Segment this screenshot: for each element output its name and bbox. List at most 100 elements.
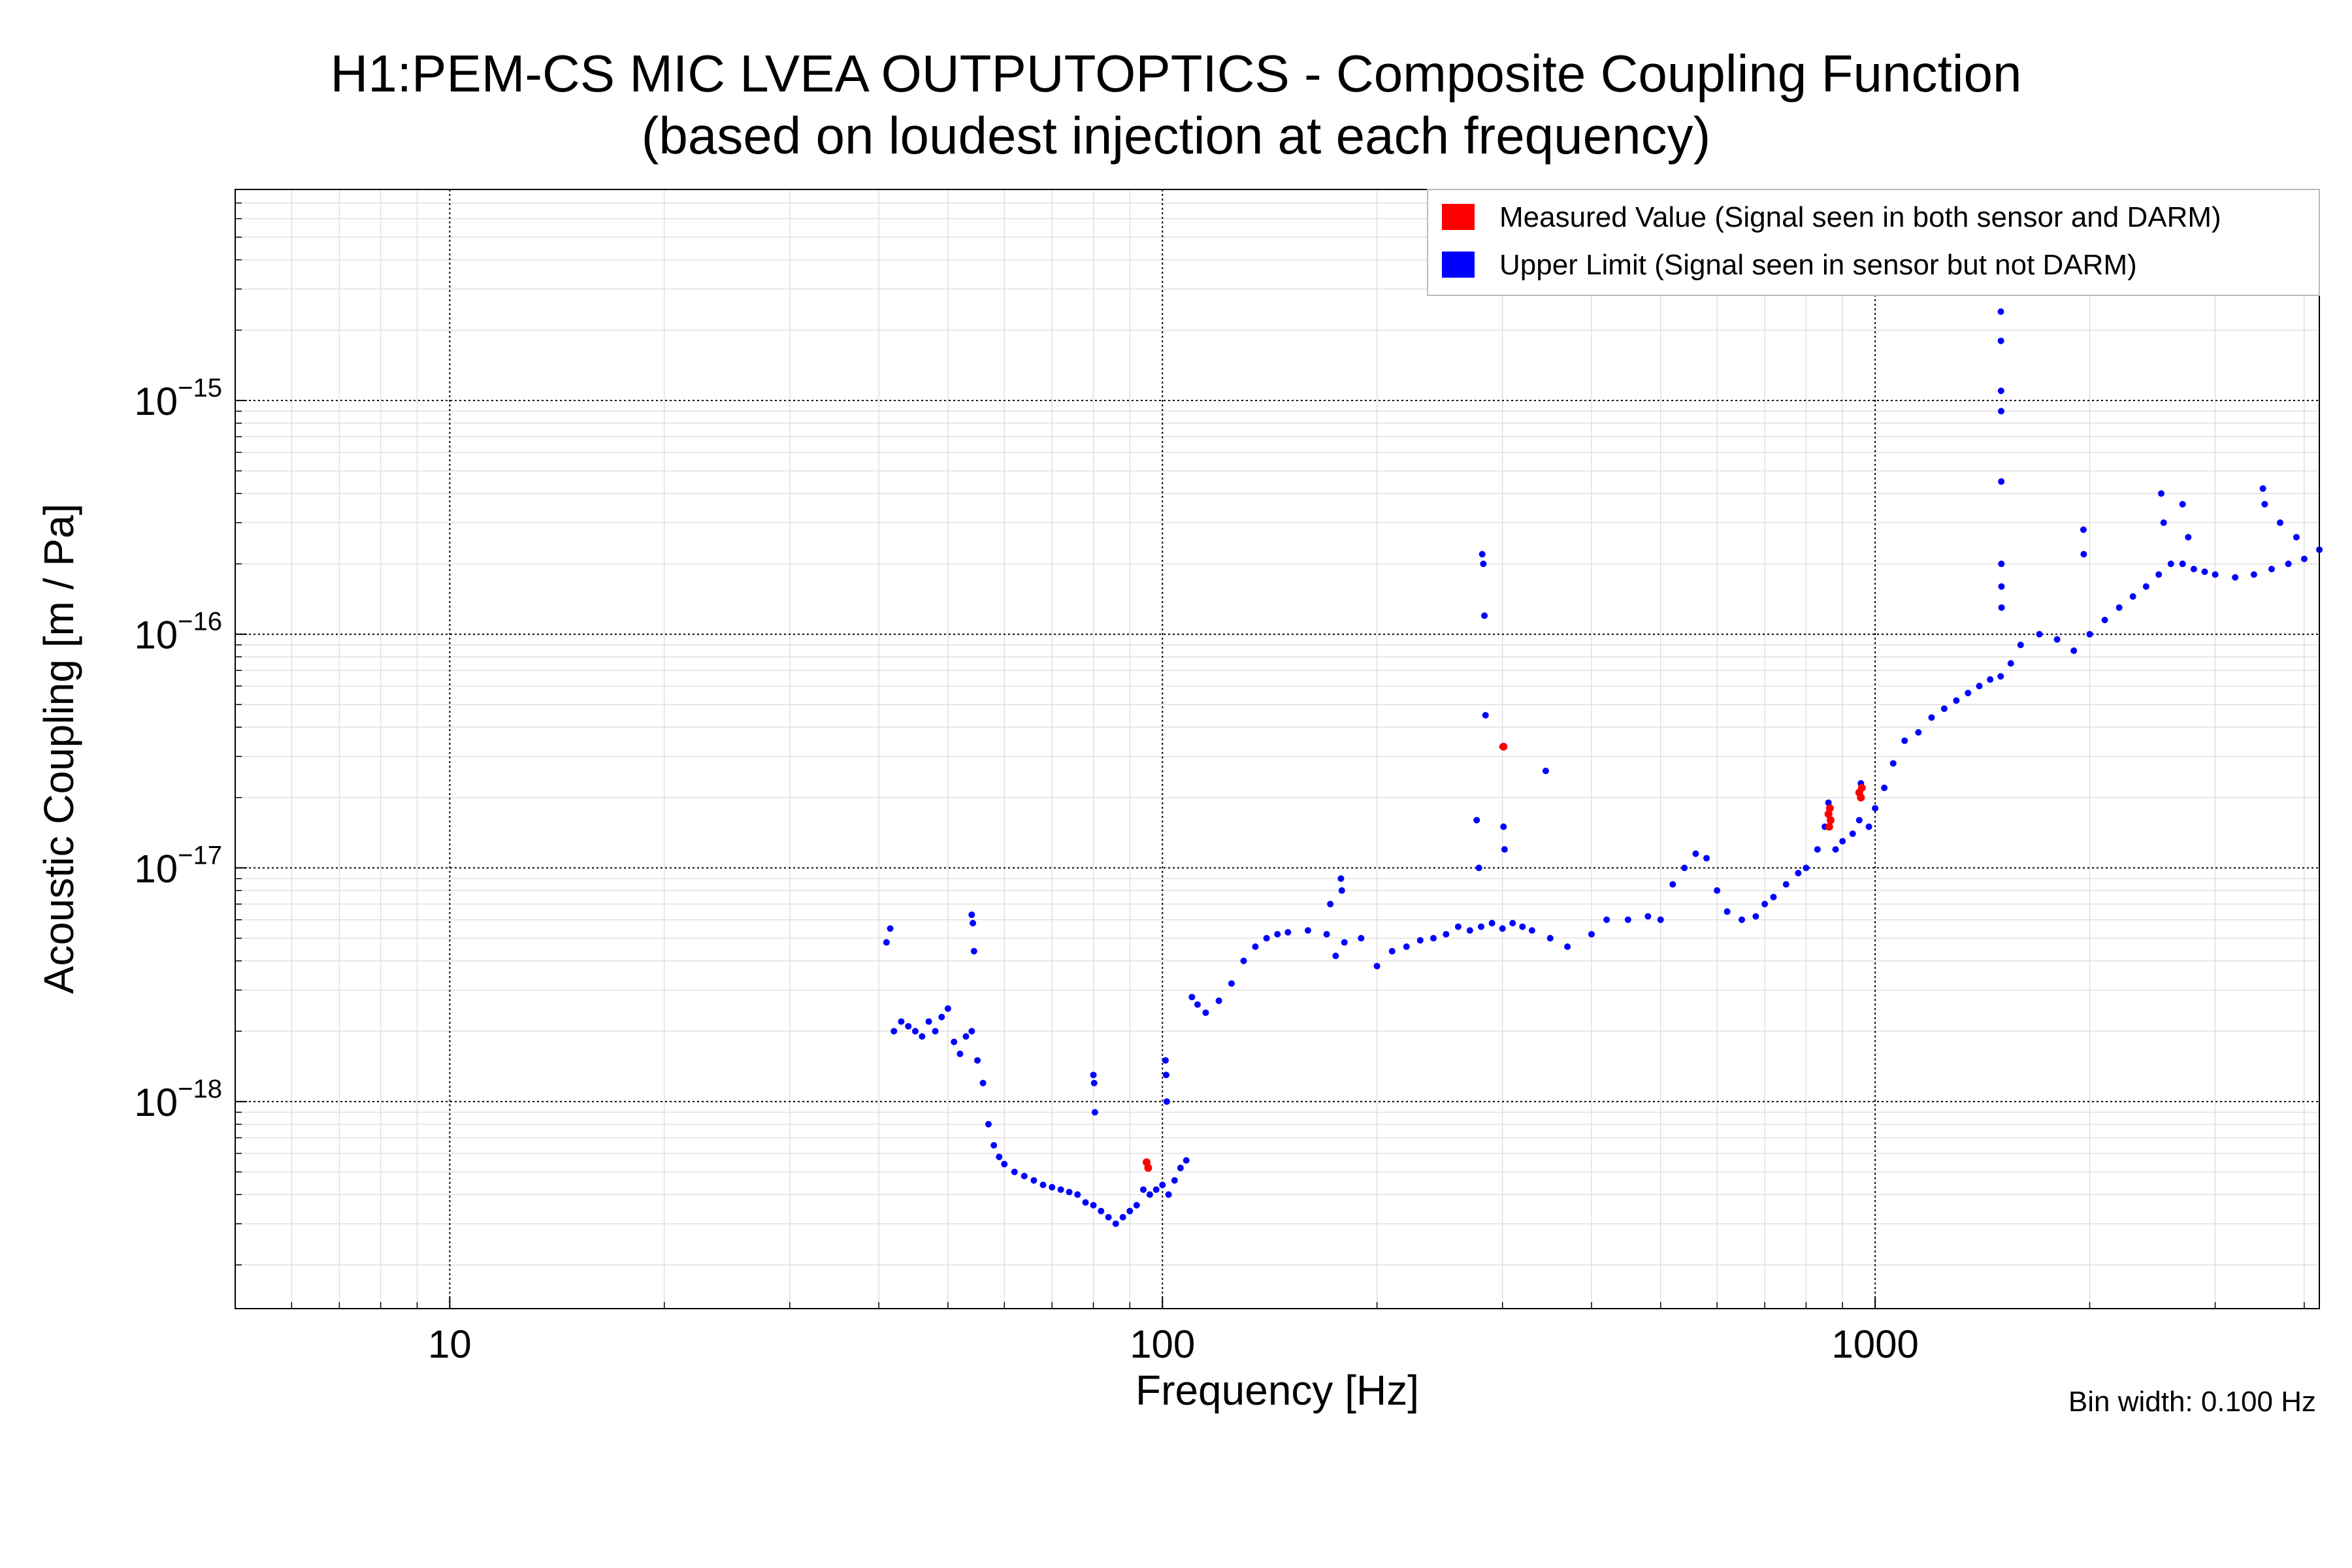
upper-limit-point (890, 1028, 898, 1035)
upper-limit-point (1488, 920, 1495, 927)
chart-title: H1:PEM-CS MIC LVEA OUTPUTOPTICS - Compos… (331, 44, 2022, 165)
upper-limit-point (1915, 729, 1922, 736)
upper-limit-point (1480, 561, 1487, 568)
upper-limit-point (1341, 939, 1348, 946)
upper-limit-point (1049, 1184, 1056, 1191)
upper-limit-point (1987, 676, 1994, 683)
upper-limit-point (1146, 1191, 1153, 1198)
upper-limit-point (1001, 1160, 1008, 1168)
legend-box (1427, 189, 2320, 296)
upper-limit-point (1855, 817, 1863, 824)
upper-limit-point (1274, 930, 1281, 938)
upper-limit-point (1832, 846, 1839, 853)
upper-limit-point (1564, 943, 1571, 951)
upper-limit-point (1112, 1220, 1119, 1228)
legend: Measured Value (Signal seen in both sens… (1427, 189, 2320, 296)
x-tick-label: 10 (428, 1322, 472, 1366)
upper-limit-point (970, 920, 977, 927)
upper-limit-point (1240, 957, 1247, 964)
upper-limit-point (1482, 711, 1489, 719)
upper-limit-point (2101, 616, 2108, 623)
upper-limit-point (1603, 916, 1610, 923)
upper-limit-point (1323, 930, 1330, 938)
upper-limit-point (1177, 1164, 1184, 1171)
legend-label-measured: Measured Value (Signal seen in both sens… (1499, 201, 2221, 233)
upper-limit-point (1998, 478, 2005, 485)
upper-limit-point (2115, 604, 2123, 611)
upper-limit-point (1739, 916, 1746, 923)
upper-limit-point (938, 1013, 945, 1021)
upper-limit-point (1501, 846, 1508, 853)
upper-limit-point (974, 1057, 981, 1064)
measured-point (1499, 742, 1508, 751)
upper-limit-point (1152, 1186, 1160, 1193)
upper-limit-point (1481, 612, 1488, 619)
upper-limit-point (1332, 953, 1339, 960)
upper-limit-point (1475, 864, 1482, 872)
upper-limit-point (1509, 920, 1516, 927)
upper-limit-point (919, 1033, 926, 1040)
upper-limit-point (1940, 705, 1948, 712)
upper-limit-point (1714, 887, 1721, 894)
upper-limit-point (2285, 561, 2292, 568)
upper-limit-point (2261, 500, 2268, 508)
upper-limit-point (911, 1028, 919, 1035)
upper-limit-point (2259, 485, 2266, 492)
upper-limit-point (1473, 817, 1480, 824)
x-tick-label: 100 (1130, 1322, 1195, 1366)
upper-limit-point (932, 1028, 939, 1035)
upper-limit-point (1165, 1191, 1172, 1198)
upper-limit-point (1416, 937, 1424, 944)
upper-limit-point (1998, 561, 2005, 568)
upper-limit-point (1928, 714, 1935, 721)
upper-limit-point (2232, 574, 2239, 581)
upper-limit-point (1338, 887, 1345, 894)
upper-limit-point (1997, 387, 2004, 395)
upper-limit-point (1284, 929, 1292, 936)
upper-limit-point (1337, 875, 1345, 882)
upper-limit-point (1327, 900, 1334, 907)
upper-limit-point (2179, 500, 2186, 508)
upper-limit-point (990, 1141, 998, 1149)
upper-limit-point (1976, 683, 1983, 690)
measured-point (1825, 804, 1834, 813)
upper-limit-point (1770, 894, 1777, 901)
upper-limit-point (2086, 630, 2093, 638)
chart-title-line-2: (based on loudest injection at each freq… (642, 106, 1711, 165)
upper-limit-point (1669, 881, 1676, 888)
upper-limit-point (1139, 1186, 1147, 1193)
upper-limit-point (1478, 551, 1486, 558)
upper-limit-point (1090, 1079, 1098, 1086)
upper-limit-point (1215, 997, 1222, 1004)
upper-limit-point (962, 1033, 970, 1040)
upper-limit-point (1965, 689, 1972, 696)
upper-limit-point (1074, 1191, 1081, 1198)
upper-limit-point (1657, 916, 1664, 923)
upper-limit-point (1183, 1157, 1190, 1164)
upper-limit-point (1865, 823, 1872, 830)
upper-limit-point (2157, 490, 2164, 497)
upper-limit-point (925, 1018, 932, 1025)
upper-limit-point (1901, 737, 1908, 744)
upper-limit-point (970, 947, 977, 955)
upper-limit-point (2179, 561, 2186, 568)
upper-limit-point (1782, 881, 1789, 888)
upper-limit-point (2007, 660, 2014, 667)
upper-limit-point (1443, 930, 1450, 938)
upper-limit-point (2167, 561, 2174, 568)
upper-limit-point (1681, 864, 1688, 872)
upper-limit-point (944, 1005, 951, 1012)
upper-limit-point (2160, 519, 2167, 527)
legend-label-upper-limit: Upper Limit (Signal seen in sensor but n… (1499, 249, 2137, 281)
upper-limit-point (1499, 925, 1506, 932)
upper-limit-point (985, 1120, 992, 1128)
upper-limit-point (1057, 1186, 1064, 1193)
upper-limit-point (1082, 1199, 1089, 1206)
upper-limit-point (1872, 805, 1879, 812)
y-tick-label: 10−17 (134, 841, 222, 890)
measured-point (1144, 1164, 1152, 1172)
measured-point (1857, 793, 1865, 802)
upper-limit-point (951, 1038, 958, 1045)
upper-limit-point (883, 939, 890, 946)
upper-limit-point (1849, 830, 1856, 838)
